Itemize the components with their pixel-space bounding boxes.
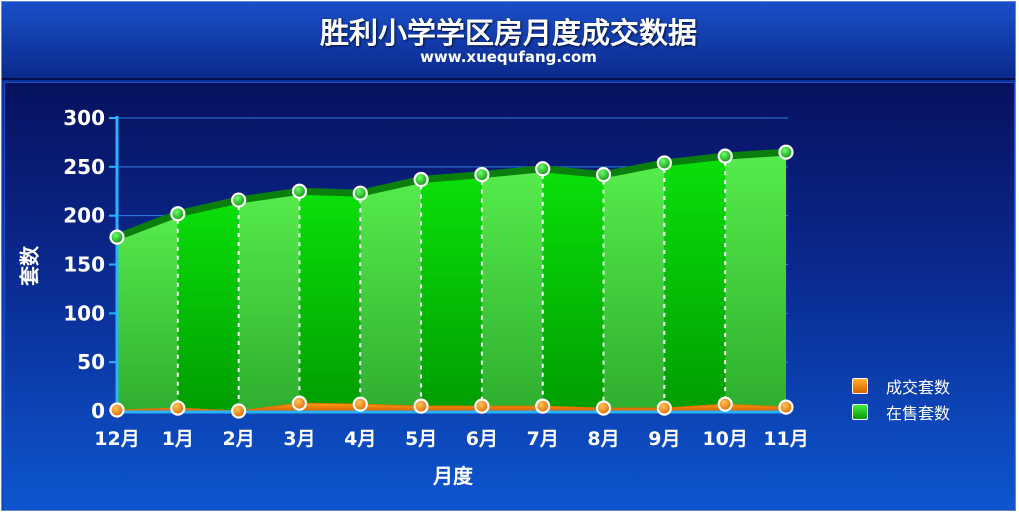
legend-label-deals: 成交套数 <box>886 378 951 397</box>
area-band <box>664 156 726 411</box>
deals-point <box>291 395 308 411</box>
area-band <box>360 179 422 411</box>
on-sale-point <box>778 144 794 160</box>
deals-point <box>535 398 551 414</box>
legend-swatch-listings <box>852 404 868 420</box>
deals-point <box>656 400 672 416</box>
dash-layer <box>176 162 727 409</box>
x-tick-label: 3月 <box>283 428 315 450</box>
x-tick-label: 12月 <box>94 428 139 450</box>
area-band <box>725 152 786 411</box>
x-axis-label: 月度 <box>433 464 473 488</box>
x-tick-label: 6月 <box>466 428 498 450</box>
area-band <box>603 162 665 411</box>
band-layer <box>117 152 786 411</box>
area-band <box>542 168 604 411</box>
x-tick-label: 4月 <box>344 428 376 450</box>
on-sale-point <box>656 155 672 171</box>
legend-item-listings: 在售套数 <box>852 399 950 425</box>
y-tick-label: 100 <box>63 301 105 325</box>
x-tick-label: 2月 <box>223 428 255 450</box>
deals-point <box>231 403 247 419</box>
on-sale-point <box>535 161 551 177</box>
area-band <box>299 191 361 411</box>
y-tick-label: 50 <box>77 350 105 374</box>
x-tick-label: 8月 <box>587 428 619 450</box>
deals-point <box>352 396 368 412</box>
legend-label-listings: 在售套数 <box>886 404 951 423</box>
x-tick-label: 9月 <box>648 428 680 450</box>
deals-point <box>109 402 125 418</box>
chart-header: 胜利小学学区房月度成交数据 www.xuequfang.com <box>2 2 1015 80</box>
on-sale-point <box>717 148 733 164</box>
point-layer <box>109 144 794 419</box>
on-sale-point <box>109 229 125 245</box>
area-band <box>238 191 300 411</box>
y-tick-label: 150 <box>63 253 105 277</box>
on-sale-point <box>352 185 368 201</box>
on-sale-point <box>170 206 186 222</box>
deals-point <box>170 400 186 416</box>
legend-swatch-deals <box>852 378 868 394</box>
legend-item-deals: 成交套数 <box>852 373 950 399</box>
x-tick-label: 11月 <box>763 428 808 450</box>
deals-point <box>778 399 794 415</box>
x-tick-label: 1月 <box>162 428 194 450</box>
tick-layer: 0 50 100 150 200 250 300 12月 1月 2月 3月 4月 5月 6月 7月 8月 9月 1… <box>63 106 808 450</box>
legend: 成交套数 在售套数 <box>852 373 950 425</box>
x-tick-label: 5月 <box>405 428 437 450</box>
chart-title: 胜利小学学区房月度成交数据 <box>319 16 697 50</box>
x-tick-label: 7月 <box>527 428 559 450</box>
on-sale-point <box>413 171 429 188</box>
area-band <box>421 174 482 411</box>
y-tick-label: 250 <box>63 155 105 179</box>
chart-subtitle: www.xuequfang.com <box>420 48 597 66</box>
on-sale-line <box>115 148 787 241</box>
y-tick-label: 300 <box>63 106 105 130</box>
area-band <box>117 213 178 411</box>
area-band <box>481 168 543 411</box>
x-tick-label: 10月 <box>702 428 747 450</box>
deals-point <box>595 400 612 416</box>
y-tick-label: 0 <box>91 399 105 423</box>
on-sale-point <box>291 183 308 199</box>
deals-point <box>717 396 733 412</box>
deals-point <box>413 398 429 414</box>
y-axis-label: 套数 <box>17 246 42 286</box>
on-sale-point <box>474 167 490 183</box>
deals-point <box>474 398 490 414</box>
area-band <box>177 200 239 411</box>
on-sale-point <box>595 167 612 183</box>
on-sale-point <box>231 192 247 208</box>
axis-layer <box>109 116 790 414</box>
y-tick-label: 200 <box>63 204 105 228</box>
